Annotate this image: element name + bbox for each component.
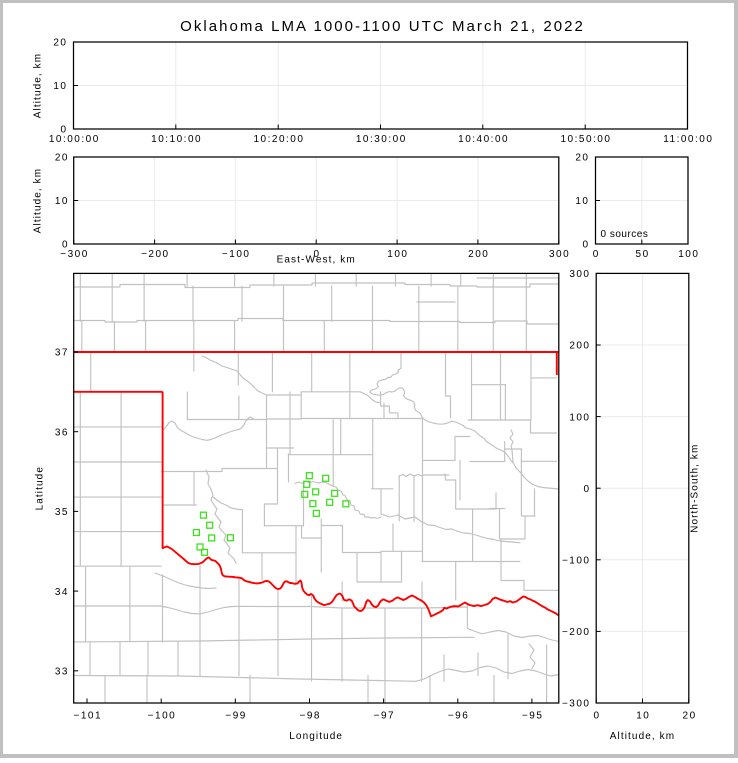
svg-text:10:30:00: 10:30:00 (356, 134, 407, 145)
svg-text:10:20:00: 10:20:00 (253, 134, 304, 145)
svg-text:0 sources: 0 sources (601, 229, 649, 240)
svg-text:200: 200 (468, 249, 489, 260)
svg-text:20: 20 (683, 710, 697, 721)
svg-text:−101: −101 (74, 710, 103, 721)
svg-text:50: 50 (636, 249, 650, 260)
svg-text:37: 37 (55, 348, 69, 359)
svg-text:10:40:00: 10:40:00 (458, 134, 509, 145)
svg-text:35: 35 (55, 507, 69, 518)
svg-text:10:50:00: 10:50:00 (560, 134, 611, 145)
svg-text:0: 0 (60, 125, 67, 136)
svg-text:10:10:00: 10:10:00 (151, 134, 202, 145)
svg-text:−100: −100 (222, 249, 251, 260)
svg-text:Longitude: Longitude (289, 731, 343, 742)
svg-text:−200: −200 (141, 249, 170, 260)
svg-text:36: 36 (55, 427, 69, 438)
svg-text:100: 100 (387, 249, 408, 260)
svg-text:200: 200 (569, 341, 590, 352)
svg-text:0: 0 (593, 710, 600, 721)
svg-text:Altitude, km: Altitude, km (33, 53, 44, 118)
svg-text:11:00:00: 11:00:00 (663, 134, 713, 145)
svg-text:−99: −99 (225, 710, 246, 721)
svg-text:Latitude: Latitude (34, 466, 45, 510)
svg-text:300: 300 (549, 249, 570, 260)
svg-text:−300: −300 (562, 699, 591, 710)
svg-text:−200: −200 (562, 627, 591, 638)
svg-text:300: 300 (569, 269, 590, 280)
svg-text:0: 0 (583, 484, 590, 495)
svg-text:10: 10 (636, 710, 650, 721)
svg-text:100: 100 (678, 249, 699, 260)
svg-text:0: 0 (582, 240, 589, 251)
svg-text:Altitude, km: Altitude, km (610, 731, 675, 742)
svg-text:10: 10 (55, 196, 69, 207)
svg-text:−100: −100 (148, 710, 177, 721)
svg-text:0: 0 (593, 249, 600, 260)
svg-text:−96: −96 (448, 710, 469, 721)
svg-text:Oklahoma LMA 1000-1100 UTC Mar: Oklahoma LMA 1000-1100 UTC March 21, 202… (180, 18, 585, 35)
svg-text:−300: −300 (60, 249, 89, 260)
svg-text:0: 0 (314, 249, 321, 260)
svg-text:0: 0 (62, 240, 69, 251)
svg-text:−97: −97 (374, 710, 395, 721)
svg-text:10:00:00: 10:00:00 (49, 134, 100, 145)
svg-text:20: 20 (575, 153, 589, 164)
svg-text:−95: −95 (522, 710, 543, 721)
svg-text:10: 10 (575, 196, 589, 207)
svg-text:10: 10 (53, 81, 67, 92)
svg-text:−98: −98 (300, 710, 321, 721)
svg-text:100: 100 (569, 412, 590, 423)
svg-text:20: 20 (55, 153, 69, 164)
svg-text:−100: −100 (562, 556, 591, 567)
svg-text:34: 34 (55, 587, 69, 598)
svg-text:33: 33 (55, 667, 69, 678)
svg-text:Altitude, km: Altitude, km (33, 168, 44, 233)
svg-text:East-West, km: East-West, km (277, 254, 356, 265)
svg-text:20: 20 (53, 38, 67, 49)
svg-text:North-South, km: North-South, km (690, 444, 701, 533)
